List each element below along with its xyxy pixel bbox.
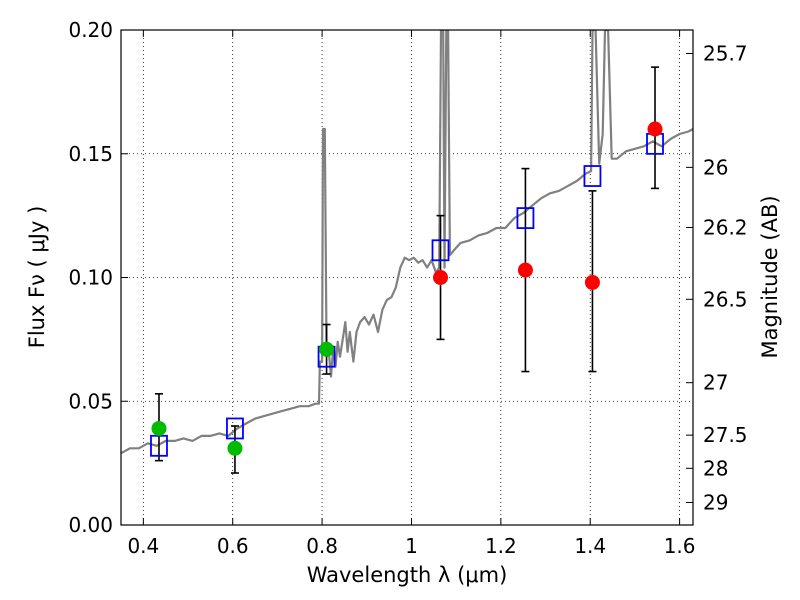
observed-point [151, 420, 167, 436]
x-tick-label: 0.6 [217, 534, 249, 558]
y-tick-label: 0.05 [68, 389, 113, 413]
y-tick-label: 0.20 [68, 18, 113, 42]
y-axis-label: Flux Fν ( μJy ) [25, 206, 49, 349]
model-point [226, 417, 244, 440]
y-tick-labels: 0.00 0.05 0.10 0.15 0.20 [68, 18, 113, 537]
spectrum-line [121, 30, 693, 455]
y-tick-label: 0.00 [68, 513, 113, 537]
x-axis-label: Wavelength λ (μm) [307, 563, 508, 587]
right-tick-label: 26 [703, 155, 728, 179]
x-tick-label: 0.8 [306, 534, 338, 558]
x-tick-label: 1 [405, 534, 418, 558]
x-tick-label: 0.4 [127, 534, 159, 558]
right-tick-label: 25.7 [703, 42, 748, 66]
y-tick-label: 0.15 [68, 142, 113, 166]
observed-point [517, 262, 533, 278]
axis-ticks [121, 29, 693, 526]
right-tick-label: 28 [703, 456, 728, 480]
model-point [431, 239, 450, 262]
right-axis-label: Magnitude (AB) [758, 195, 782, 358]
observed-point [647, 121, 663, 137]
right-tick-labels: 25.7 26 26.2 26.5 27 27.5 28 29 [703, 42, 748, 515]
observed-point [584, 274, 600, 290]
x-tick-label: 1.4 [574, 534, 606, 558]
observed-photometry-series [151, 121, 663, 456]
observed-point [433, 270, 449, 285]
right-tick-label: 26.2 [703, 216, 748, 240]
model-point [583, 165, 602, 187]
model-point [516, 207, 535, 230]
x-tick-labels: 0.4 0.6 0.8 1 1.2 1.4 1.6 [127, 534, 695, 558]
y-tick-label: 0.10 [68, 266, 113, 290]
x-tick-label: 1.6 [664, 534, 696, 558]
observed-point [227, 440, 243, 456]
right-tick-label: 27 [703, 371, 728, 395]
right-tick-label: 27.5 [703, 423, 748, 447]
x-tick-label: 1.2 [485, 534, 517, 558]
right-tick-label: 26.5 [703, 287, 748, 311]
observed-point [319, 341, 335, 357]
right-tick-label: 29 [703, 490, 728, 514]
spectrum-series [121, 30, 693, 455]
